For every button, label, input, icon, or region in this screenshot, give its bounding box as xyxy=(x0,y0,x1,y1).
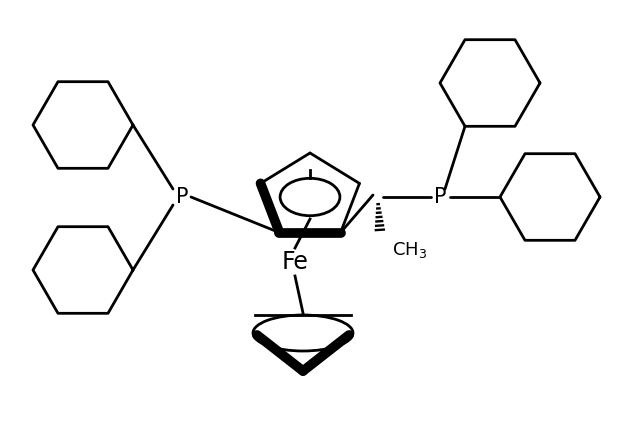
Text: Fe: Fe xyxy=(282,250,308,274)
Text: CH$_3$: CH$_3$ xyxy=(392,240,428,260)
Text: P: P xyxy=(176,187,188,207)
Text: P: P xyxy=(434,187,446,207)
